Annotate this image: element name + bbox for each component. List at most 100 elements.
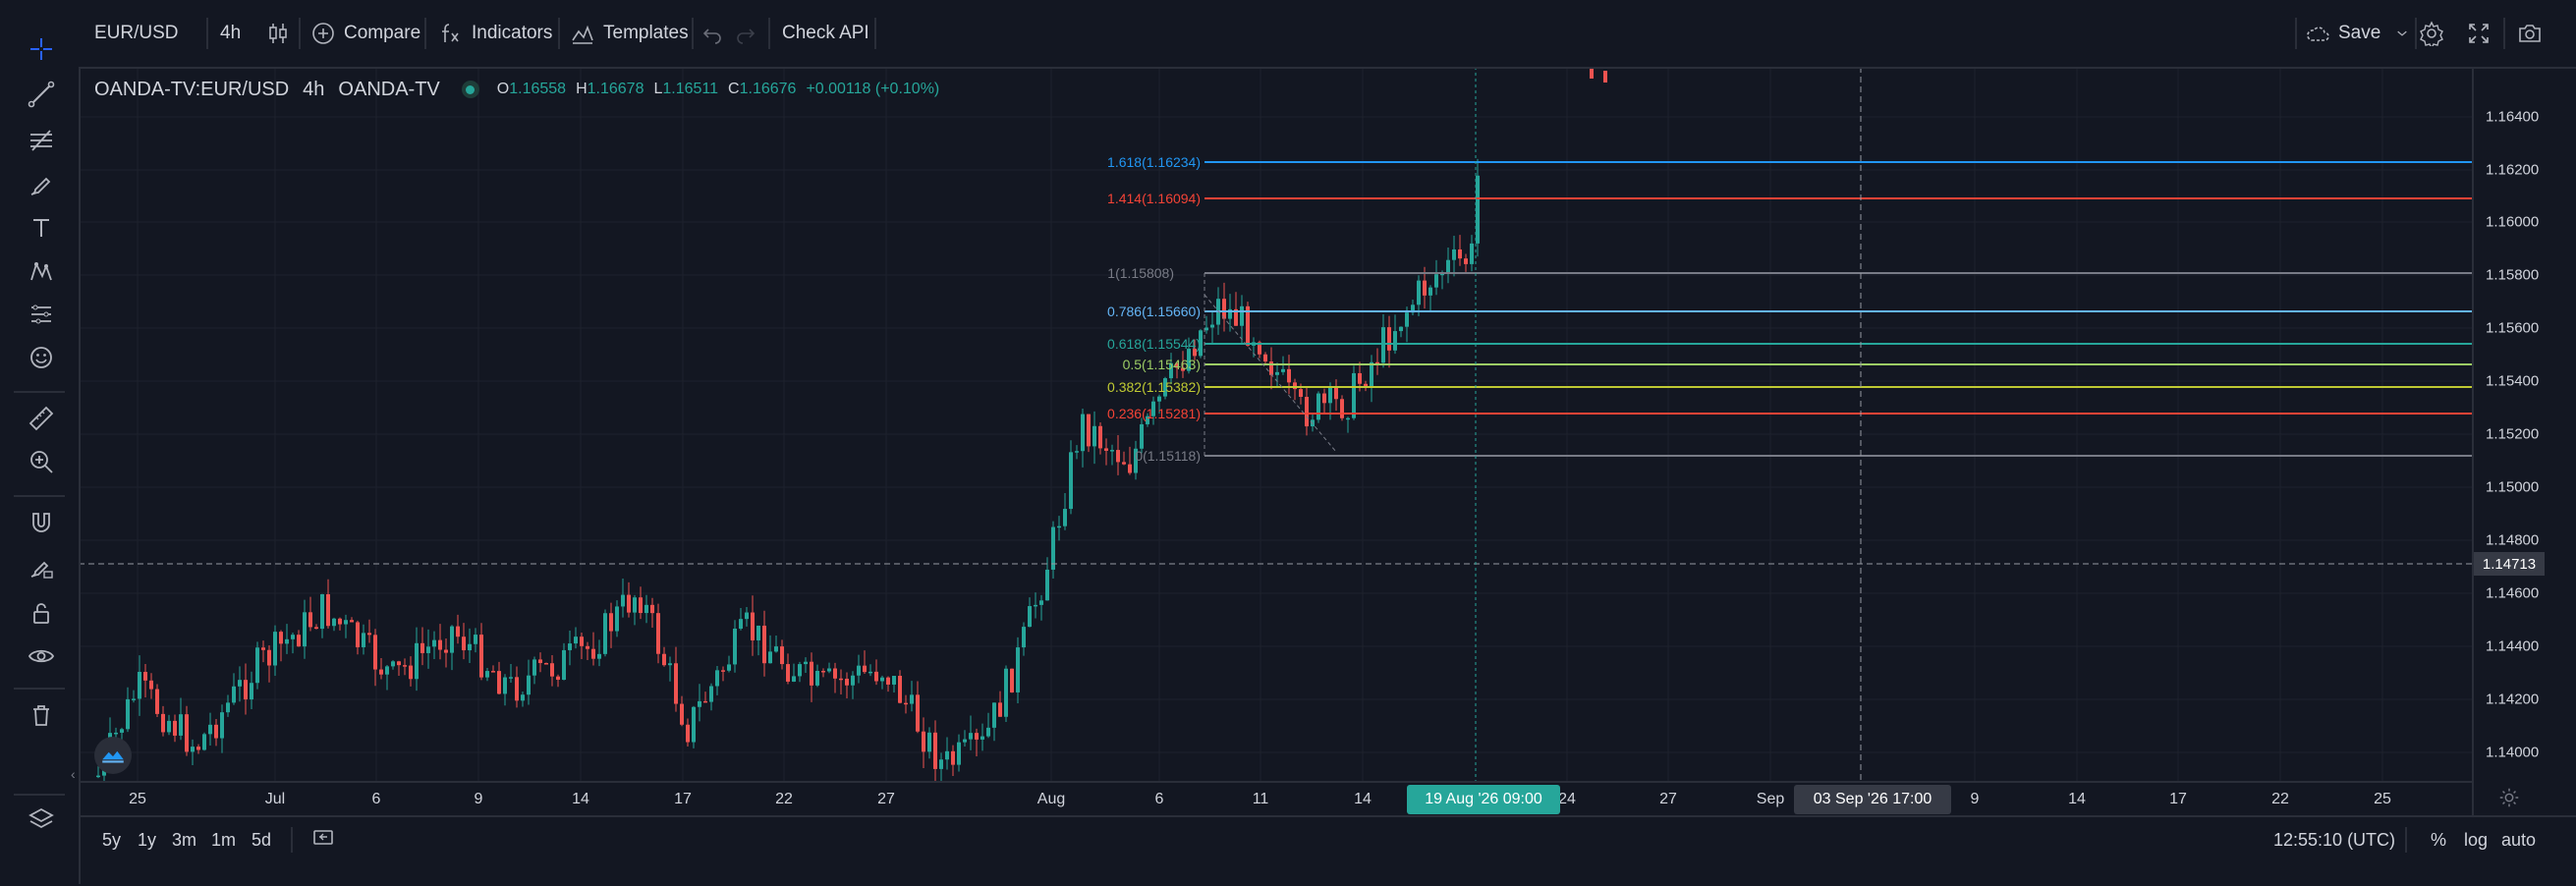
symbol-search-button[interactable]: EUR/USD bbox=[94, 23, 179, 43]
candle-body bbox=[656, 613, 660, 654]
time-tick-label: 6 bbox=[1154, 791, 1164, 807]
fib-tool-icon[interactable] bbox=[22, 120, 61, 159]
candle-body bbox=[1051, 526, 1055, 570]
fib-level-label: 1.414(1.16094) bbox=[1107, 191, 1201, 206]
time-tick-label: 27 bbox=[877, 791, 895, 807]
candle-body bbox=[432, 639, 436, 647]
collapse-toolbar-arrow[interactable]: ‹ bbox=[71, 766, 76, 782]
logo-icon[interactable] bbox=[94, 737, 132, 774]
candle-body bbox=[474, 635, 477, 644]
candle-body bbox=[438, 639, 442, 650]
settings-small-icon[interactable] bbox=[2497, 786, 2525, 813]
fib-level-label: 0.236(1.15281) bbox=[1107, 406, 1201, 421]
candle-body bbox=[538, 659, 542, 664]
ruler-icon[interactable] bbox=[22, 399, 61, 438]
log-toggle[interactable]: log bbox=[2464, 830, 2489, 850]
compare-button[interactable]: Compare bbox=[310, 14, 420, 53]
time-axis[interactable] bbox=[79, 781, 2472, 817]
range-3m[interactable]: 3m bbox=[172, 830, 197, 850]
emoji-icon[interactable] bbox=[22, 338, 61, 377]
fx-icon bbox=[442, 24, 459, 42]
forecast-icon[interactable] bbox=[22, 295, 61, 334]
crosshair-icon[interactable] bbox=[22, 29, 61, 69]
interval-button[interactable]: 4h bbox=[220, 23, 242, 43]
check-api-button[interactable]: Check API bbox=[782, 23, 869, 43]
save-button[interactable]: Save bbox=[2305, 14, 2418, 53]
time-tick-label: 22 bbox=[2271, 791, 2289, 807]
candle-body bbox=[167, 720, 171, 733]
legend-symbol[interactable]: OANDA-TV:EUR/USD bbox=[94, 78, 290, 100]
fib-level-label: 0.618(1.15544) bbox=[1107, 336, 1201, 352]
candle-body bbox=[591, 648, 595, 659]
chart-legend: OANDA-TV:EUR/USD 4h OANDA-TV O1.16558 H1… bbox=[94, 78, 940, 100]
range-5d[interactable]: 5d bbox=[252, 830, 272, 850]
clock-utc[interactable]: 12:55:10 (UTC) bbox=[2273, 830, 2396, 850]
candle-body bbox=[762, 625, 766, 664]
trendline-icon[interactable] bbox=[22, 75, 61, 114]
candle-body bbox=[1204, 327, 1208, 331]
price-tick-label: 1.16000 bbox=[2486, 213, 2540, 231]
candle-body bbox=[96, 775, 100, 778]
redo-icon[interactable] bbox=[733, 14, 766, 53]
candle-body bbox=[916, 694, 920, 732]
percent-toggle[interactable]: % bbox=[2431, 830, 2447, 850]
candle-body bbox=[821, 671, 825, 673]
candle-body bbox=[362, 633, 365, 647]
fullscreen-icon[interactable] bbox=[2466, 14, 2499, 53]
candle-body bbox=[308, 612, 312, 628]
candle-body bbox=[863, 665, 867, 673]
trash-icon[interactable] bbox=[22, 695, 61, 735]
replay-icon[interactable] bbox=[310, 825, 336, 856]
candle-body bbox=[403, 665, 407, 667]
price-chart[interactable] bbox=[79, 67, 2472, 781]
candle-body bbox=[1140, 423, 1144, 449]
candle-body bbox=[344, 620, 348, 625]
camera-icon[interactable] bbox=[2517, 14, 2550, 53]
candle-body bbox=[415, 642, 419, 680]
candle-body bbox=[468, 643, 472, 651]
candle-body bbox=[668, 663, 672, 666]
candle-body bbox=[1590, 67, 1594, 79]
candle-body bbox=[703, 700, 707, 703]
cloud-icon bbox=[2307, 27, 2329, 41]
indicators-button[interactable]: Indicators bbox=[438, 14, 552, 53]
candle-body bbox=[1122, 462, 1126, 465]
magnet-icon[interactable] bbox=[22, 503, 61, 542]
layers-icon[interactable] bbox=[22, 800, 61, 839]
candle-body bbox=[497, 671, 501, 694]
gear-icon[interactable] bbox=[2419, 14, 2452, 53]
price-axis[interactable] bbox=[2472, 67, 2576, 815]
text-icon[interactable] bbox=[22, 208, 61, 248]
candle-body bbox=[898, 676, 902, 703]
zoom-icon[interactable] bbox=[22, 442, 61, 481]
auto-toggle[interactable]: auto bbox=[2501, 830, 2537, 850]
candle-body bbox=[892, 676, 896, 685]
candle-body bbox=[804, 661, 808, 665]
candle-body bbox=[1346, 417, 1350, 420]
time-tick-label: 11 bbox=[1252, 791, 1269, 807]
candle-body bbox=[320, 593, 324, 630]
templates-button[interactable]: Templates bbox=[570, 14, 689, 53]
candle-body bbox=[1210, 324, 1214, 328]
candle-body bbox=[138, 672, 141, 699]
lock-drawing-icon[interactable] bbox=[22, 548, 61, 587]
brush-icon[interactable] bbox=[22, 165, 61, 204]
candle-body bbox=[509, 677, 513, 679]
time-tick-label: 14 bbox=[2068, 791, 2086, 807]
candle-body bbox=[1181, 367, 1185, 371]
range-1m[interactable]: 1m bbox=[211, 830, 237, 850]
time-tick-label: 9 bbox=[474, 791, 483, 807]
time-tick-label: Jul bbox=[264, 791, 286, 807]
candle-body bbox=[338, 618, 342, 625]
unlock-icon[interactable] bbox=[22, 593, 61, 633]
candle-body bbox=[574, 637, 578, 644]
pattern-icon[interactable] bbox=[22, 251, 61, 291]
candle-body bbox=[185, 714, 189, 752]
candles-icon[interactable] bbox=[265, 14, 299, 53]
undo-icon[interactable] bbox=[700, 14, 733, 53]
candle-body bbox=[1199, 330, 1203, 357]
range-1y[interactable]: 1y bbox=[138, 830, 157, 850]
candle-body bbox=[426, 646, 430, 653]
range-5y[interactable]: 5y bbox=[102, 830, 122, 850]
eye-icon[interactable] bbox=[22, 637, 61, 676]
